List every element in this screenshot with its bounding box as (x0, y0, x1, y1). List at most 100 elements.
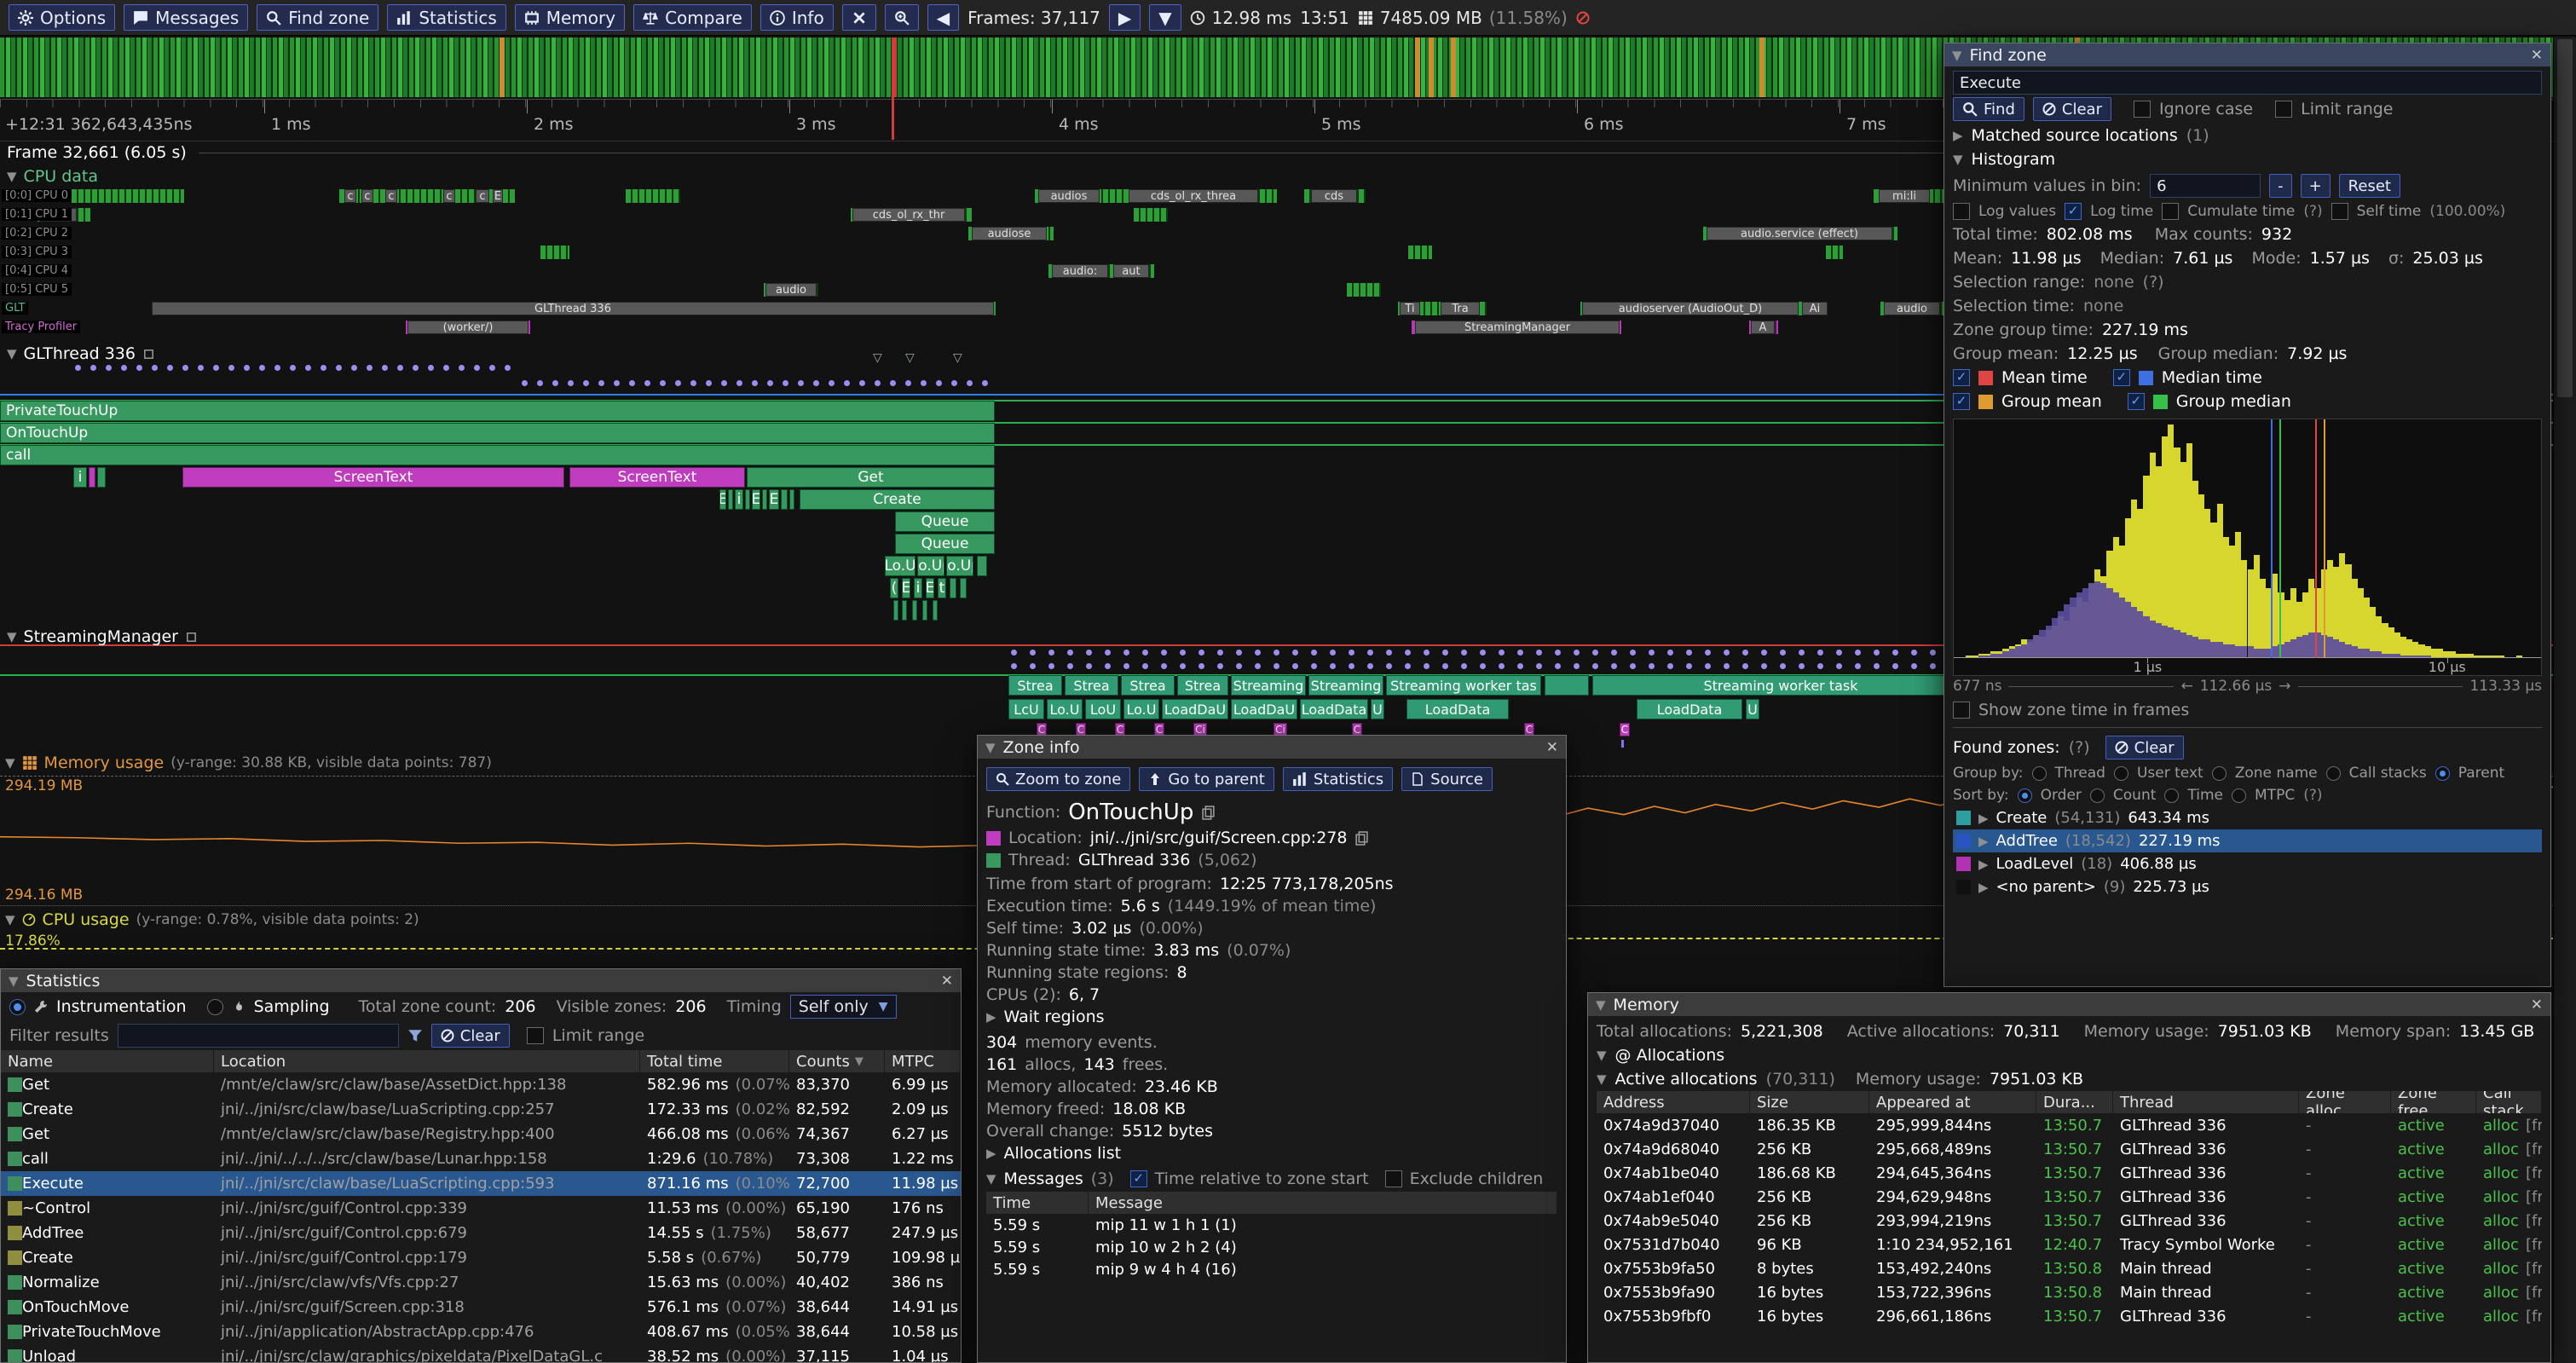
message-dot[interactable] (167, 365, 173, 371)
column-header[interactable]: Dura... (2036, 1091, 2113, 1113)
alloc-callstack-link[interactable]: alloc (2483, 1116, 2519, 1135)
timeline-zone[interactable]: E (752, 489, 760, 510)
message-dot[interactable] (1274, 650, 1279, 656)
message-dot[interactable] (967, 380, 973, 386)
glthread-header[interactable]: ▼ GLThread 336 (7, 344, 155, 363)
allocation-row[interactable]: 0x74ab1be040 186.68 KB 294,645,364ns 13:50.… (1603, 1164, 2542, 1182)
timeline-zone[interactable]: t (938, 578, 946, 598)
timeline-zone[interactable] (97, 467, 106, 488)
message-dot[interactable] (1874, 663, 1880, 669)
message-dot[interactable] (1067, 663, 1073, 669)
statistics-button[interactable]: Statistics (1282, 767, 1394, 791)
timeline-zone[interactable] (781, 489, 788, 510)
column-header[interactable]: Name (1, 1050, 214, 1072)
message-dot[interactable] (629, 380, 635, 386)
alloc-callstack-link[interactable]: alloc (2483, 1140, 2519, 1158)
group-by-zone-name-radio[interactable] (2211, 765, 2227, 781)
allocation-row[interactable]: 0x74ab9e5040 256 KB 293,994,219ns 13:50.7 GL… (1603, 1211, 2542, 1230)
cpu-zone[interactable]: audio: (1052, 264, 1108, 278)
message-dot[interactable] (1574, 663, 1580, 669)
message-dot[interactable] (121, 365, 127, 371)
message-dot[interactable] (1367, 663, 1373, 669)
timeline-zone[interactable]: Streaming (1231, 675, 1306, 696)
message-dot[interactable] (1236, 650, 1242, 656)
timeline-zone[interactable]: Strea (1121, 675, 1175, 696)
frame-menu-button[interactable]: ▼ (1149, 4, 1181, 31)
messages-row[interactable]: ▼ Messages (3) Time relative to zone sta… (986, 1170, 1557, 1188)
message-dot[interactable] (1255, 650, 1261, 656)
cpu-zone[interactable]: GLThread 336 (152, 302, 994, 315)
frame-mark-icon[interactable]: ▽ (873, 351, 882, 365)
message-dot[interactable] (397, 365, 403, 371)
message-dot[interactable] (706, 380, 712, 386)
timeline-zone[interactable]: LoadDaU (1162, 699, 1228, 719)
message-dot[interactable] (614, 380, 620, 386)
message-dot[interactable] (890, 380, 896, 386)
timeline-zone[interactable]: Strea (1065, 675, 1118, 696)
message-dot[interactable] (1874, 650, 1880, 656)
message-dot[interactable] (1442, 650, 1448, 656)
message-dot[interactable] (228, 365, 234, 371)
message-dot[interactable] (1724, 650, 1730, 656)
column-header[interactable]: Zone free (2391, 1091, 2476, 1113)
histogram-chart[interactable]: 1 µs 10 µs (1953, 419, 2542, 676)
column-header[interactable]: Call stack (2476, 1091, 2542, 1113)
message-dot[interactable] (489, 365, 495, 371)
cpu-zone[interactable]: audio (1884, 302, 1940, 315)
found-zone-group[interactable]: ▶ <no parent> (9) 225.73 µs (1953, 875, 2542, 898)
message-dot[interactable] (1292, 650, 1298, 656)
statistics-table-header[interactable]: Name Location Total time Counts ▼ MTPC (1, 1050, 961, 1072)
message-dot[interactable] (1555, 663, 1561, 669)
message-dot[interactable] (1011, 663, 1017, 669)
find-button[interactable]: Find (1953, 97, 2024, 121)
message-dot[interactable] (1630, 650, 1636, 656)
active-allocations-section[interactable]: ▼ Active allocations (70,311) Memory usa… (1597, 1070, 2084, 1089)
message-dot[interactable] (598, 380, 604, 386)
message-dot[interactable] (1180, 663, 1186, 669)
find-zone-button[interactable]: Find zone (257, 4, 379, 31)
message-dot[interactable] (351, 365, 357, 371)
message-dot[interactable] (1086, 663, 1092, 669)
prev-frame-button[interactable]: ◀ (927, 4, 960, 31)
message-dot[interactable] (568, 380, 574, 386)
timeline-zone[interactable]: LoU (1085, 699, 1121, 719)
message-dot[interactable] (1480, 650, 1486, 656)
message-dot[interactable] (1349, 650, 1354, 656)
alloc-callstack-link[interactable]: alloc (2483, 1164, 2519, 1182)
message-dot[interactable] (505, 365, 511, 371)
statistics-row[interactable]: Get/mnt/e/claw/src/claw/base/AssetDict.h… (1, 1072, 961, 1097)
timeline-zone[interactable] (912, 600, 917, 621)
message-dot[interactable] (1198, 650, 1204, 656)
message-dot[interactable] (367, 365, 373, 371)
message-dot[interactable] (1649, 663, 1655, 669)
message-dot[interactable] (905, 380, 911, 386)
timeline-zone[interactable]: LoadData (1406, 699, 1509, 719)
timeline-zone[interactable]: E (902, 578, 910, 598)
message-row[interactable]: 5.59 s mip 10 w 2 h 2 (4) (993, 1238, 1237, 1256)
cpu-zone[interactable]: Ti (1400, 302, 1420, 315)
memory-button[interactable]: Memory (514, 4, 626, 31)
timeline-zone[interactable]: ( (890, 578, 898, 598)
message-dot[interactable] (1067, 650, 1073, 656)
message-dot[interactable] (1405, 663, 1411, 669)
message-dot[interactable] (152, 365, 158, 371)
timeline-zone[interactable]: Create (800, 489, 995, 510)
cpu-zone[interactable]: mi:li (1879, 189, 1930, 203)
message-dot[interactable] (1761, 650, 1767, 656)
cpu-zone[interactable]: StreamingManager (1415, 321, 1620, 334)
timeline-zone[interactable] (977, 556, 987, 576)
message-dot[interactable] (1386, 650, 1392, 656)
message-dot[interactable] (1855, 650, 1861, 656)
group-median-checkbox[interactable] (2127, 393, 2145, 410)
allocations-section[interactable]: ▼ @ Allocations (1597, 1043, 2542, 1067)
cpu-zone[interactable]: E (493, 189, 503, 203)
group-mean-checkbox[interactable] (1953, 393, 1970, 410)
search-plus-button[interactable] (884, 4, 919, 31)
timeline-zone[interactable]: Queue (895, 534, 995, 554)
cpu-zone[interactable]: audios (1038, 189, 1100, 203)
message-dot[interactable] (1536, 650, 1542, 656)
cpu-zone[interactable]: cds_ol_rx_thr (852, 208, 965, 222)
message-dot[interactable] (1217, 650, 1223, 656)
location-value[interactable]: jni/../jni/src/guif/Screen.cpp:278 (1089, 829, 1348, 847)
statistics-row[interactable]: OnTouchMove jni/../jni/src/guif/Screen.cp… (1, 1295, 961, 1320)
